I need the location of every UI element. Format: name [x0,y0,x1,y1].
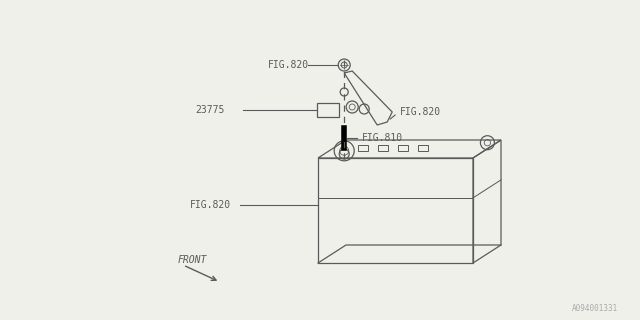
Text: FIG.820: FIG.820 [400,107,442,117]
Bar [317,103,339,117]
Text: FIG.810: FIG.810 [362,133,403,143]
Text: FRONT: FRONT [178,255,207,265]
Text: FIG.820: FIG.820 [190,200,231,210]
Text: FIG.820: FIG.820 [268,60,309,70]
Text: 23775: 23775 [195,105,225,115]
Text: A094001331: A094001331 [572,304,618,313]
